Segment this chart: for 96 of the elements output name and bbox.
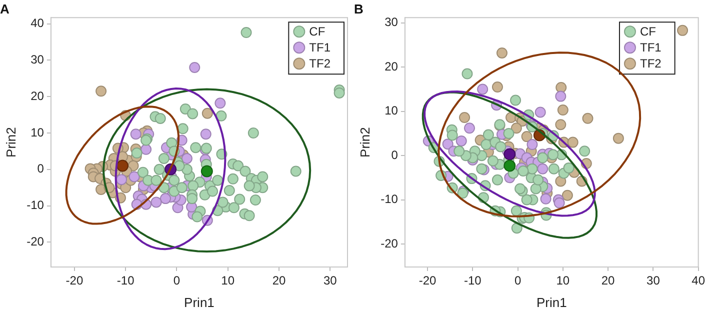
point xyxy=(582,112,594,124)
point xyxy=(534,106,546,118)
point xyxy=(511,222,522,234)
point xyxy=(96,86,107,97)
point xyxy=(521,131,532,142)
x-tick-label: 0 xyxy=(514,274,522,288)
point xyxy=(200,165,213,178)
legend-label: TF2 xyxy=(640,56,662,70)
point xyxy=(504,160,516,172)
point xyxy=(526,163,538,174)
point xyxy=(579,146,590,157)
y-tick-label: 20 xyxy=(384,59,398,74)
point xyxy=(446,130,458,141)
point xyxy=(492,174,503,186)
legend-label: CF xyxy=(640,24,656,38)
x-tick-label: -10 xyxy=(116,274,135,288)
point xyxy=(677,24,688,36)
y-axis-title: Prin2 xyxy=(357,127,372,158)
x-tick-label: 10 xyxy=(556,274,570,288)
point xyxy=(462,68,473,80)
point xyxy=(510,205,522,216)
point xyxy=(510,122,522,134)
x-tick-label: 40 xyxy=(692,274,706,288)
x-tick-label: 20 xyxy=(272,274,286,288)
point xyxy=(530,183,542,194)
point xyxy=(532,174,544,186)
x-tick-label: 30 xyxy=(323,274,338,288)
point xyxy=(130,128,142,140)
point xyxy=(214,98,226,109)
point xyxy=(510,94,522,106)
point xyxy=(200,128,212,140)
point xyxy=(492,82,503,93)
legend-label: TF1 xyxy=(640,40,662,54)
point xyxy=(537,163,548,174)
point xyxy=(477,84,488,95)
y-axis-title: Prin2 xyxy=(3,127,18,158)
x-tick-label: -20 xyxy=(66,274,84,288)
point xyxy=(482,129,494,140)
point xyxy=(555,119,566,130)
point xyxy=(504,148,516,160)
x-tick-label: 0 xyxy=(173,274,180,288)
point xyxy=(526,139,538,150)
point xyxy=(160,193,171,204)
point xyxy=(562,190,573,201)
point xyxy=(555,90,566,102)
y-tick-label: 0 xyxy=(37,162,44,176)
point xyxy=(537,152,548,164)
y-tick-label: 30 xyxy=(30,52,44,67)
legend-label: TF1 xyxy=(309,40,331,54)
x-tick-label: 10 xyxy=(221,274,235,288)
point xyxy=(150,196,162,208)
point xyxy=(128,171,140,182)
point xyxy=(518,166,529,177)
point xyxy=(202,108,213,119)
point xyxy=(521,194,532,206)
x-tick-label: 30 xyxy=(646,274,660,288)
y-tick-label: 10 xyxy=(384,104,398,118)
y-tick-label: -10 xyxy=(380,192,398,206)
y-tick-label: -10 xyxy=(26,198,44,212)
point xyxy=(487,155,498,166)
legend-label: CF xyxy=(309,24,326,38)
y-tick-label: 30 xyxy=(384,15,398,30)
y-tick-label: 10 xyxy=(30,125,44,140)
point xyxy=(480,139,492,150)
y-tick-label: 40 xyxy=(30,16,44,30)
point xyxy=(540,193,552,204)
x-tick-label: -20 xyxy=(418,274,437,288)
point xyxy=(454,146,465,157)
point xyxy=(554,197,565,208)
x-axis-title: Prin1 xyxy=(184,294,214,310)
point xyxy=(189,62,200,73)
point xyxy=(456,135,467,146)
point xyxy=(495,141,506,152)
x-tick-label: 20 xyxy=(601,274,616,288)
point xyxy=(457,188,468,199)
point xyxy=(464,122,475,134)
point xyxy=(459,112,470,124)
chart-title: B xyxy=(354,1,364,16)
x-tick-label: -10 xyxy=(464,274,482,288)
y-tick-label: 20 xyxy=(30,88,44,103)
point xyxy=(548,163,560,174)
point xyxy=(496,47,508,58)
point xyxy=(547,149,558,160)
point xyxy=(563,162,574,174)
point xyxy=(181,153,192,164)
x-axis-title: Prin1 xyxy=(536,294,567,310)
y-tick-label: -20 xyxy=(380,236,398,250)
point xyxy=(116,174,128,186)
y-tick-label: -20 xyxy=(26,234,44,249)
legend-label: TF2 xyxy=(309,56,331,70)
point xyxy=(612,132,624,144)
chart-title: A xyxy=(0,1,10,16)
point xyxy=(556,82,567,93)
point xyxy=(557,104,568,116)
point xyxy=(567,136,578,148)
y-tick-label: 0 xyxy=(391,148,398,162)
